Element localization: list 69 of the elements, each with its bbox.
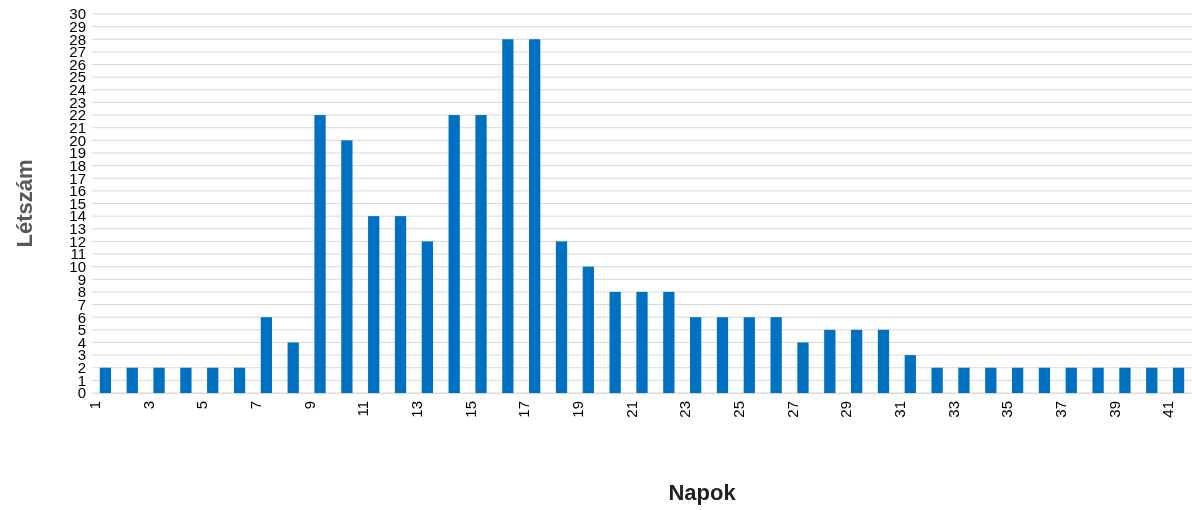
bar xyxy=(368,216,380,393)
bar xyxy=(743,317,755,393)
bar xyxy=(475,115,487,393)
bar xyxy=(394,216,407,393)
bar xyxy=(797,342,809,393)
bar xyxy=(770,317,782,393)
bar xyxy=(421,241,433,393)
x-tick-label: 31 xyxy=(891,401,909,418)
x-tick-label: 7 xyxy=(247,401,265,410)
bar xyxy=(207,367,219,393)
x-tick-label: 27 xyxy=(783,401,801,418)
bar xyxy=(663,291,675,393)
x-tick-label: 11 xyxy=(354,401,372,417)
bar xyxy=(958,367,970,393)
x-tick-label: 33 xyxy=(944,401,962,418)
bar xyxy=(1065,367,1077,393)
bar xyxy=(877,329,890,393)
bar xyxy=(582,266,594,393)
y-tick-label: 24 xyxy=(69,81,86,99)
x-tick-label: 19 xyxy=(569,401,587,418)
x-tick-label: 29 xyxy=(837,401,855,418)
bar xyxy=(636,291,648,393)
x-tick-label: 35 xyxy=(998,401,1016,418)
bar xyxy=(609,291,621,393)
x-tick-label: 39 xyxy=(1105,401,1123,418)
bar xyxy=(985,367,997,393)
bar xyxy=(1119,367,1131,393)
bar xyxy=(260,317,273,393)
bar xyxy=(716,317,729,393)
bar xyxy=(341,140,353,393)
bar xyxy=(690,317,702,393)
bar xyxy=(1146,367,1158,393)
bar xyxy=(1172,367,1185,393)
x-axis-title: Napok xyxy=(668,480,737,505)
bar xyxy=(555,241,568,393)
x-tick-label: 9 xyxy=(300,401,318,410)
x-tick-label: 5 xyxy=(193,401,211,410)
x-tick-label: 37 xyxy=(1052,401,1070,418)
x-tick-label: 15 xyxy=(461,401,479,418)
x-tick-label: 41 xyxy=(1159,401,1177,418)
x-tick-label: 25 xyxy=(730,401,748,418)
y-axis-title: Létszám xyxy=(12,159,37,248)
y-tick-label: 30 xyxy=(69,5,86,23)
bar xyxy=(904,355,916,393)
bar xyxy=(1011,367,1024,393)
x-tick-label: 17 xyxy=(515,401,533,418)
bar xyxy=(448,115,460,393)
bar xyxy=(1092,367,1104,393)
bar xyxy=(180,367,192,393)
bar xyxy=(529,39,541,393)
x-tick-label: 21 xyxy=(622,401,640,418)
y-tick-label: 13 xyxy=(69,220,86,238)
bar xyxy=(502,39,514,393)
y-tick-label: 2 xyxy=(77,359,86,377)
x-tick-label: 13 xyxy=(408,401,426,418)
x-tick-label: 1 xyxy=(86,401,104,410)
bar xyxy=(233,367,246,393)
bar xyxy=(314,115,326,393)
x-tick-label: 3 xyxy=(139,401,157,410)
bar xyxy=(931,367,943,393)
bar xyxy=(153,367,165,393)
bar xyxy=(126,367,138,393)
x-tick-label: 23 xyxy=(676,401,694,418)
bar xyxy=(824,329,836,393)
bar xyxy=(287,342,299,393)
y-tick-label: 21 xyxy=(69,119,86,136)
bar xyxy=(99,367,112,393)
bar xyxy=(1038,367,1051,393)
bar xyxy=(851,329,863,393)
